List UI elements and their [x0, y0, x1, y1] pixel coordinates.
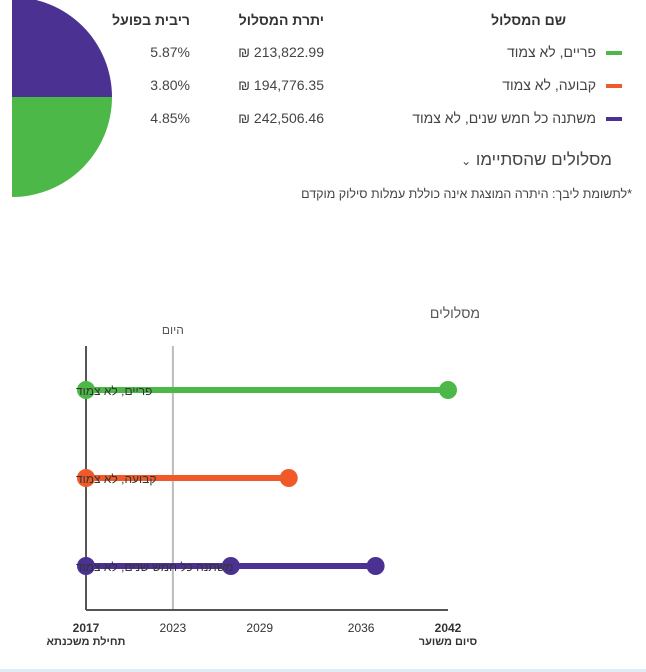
- x-tick-label: 2029: [246, 621, 273, 635]
- track-balance: 213,822.99 ₪: [238, 44, 324, 60]
- x-tick-sublabel: תחילת משכנתא: [47, 635, 126, 648]
- header-balance: יתרת המסלול: [238, 12, 324, 28]
- track-name: פריים, לא צמוד: [506, 44, 596, 60]
- series-point: [77, 381, 95, 399]
- early-repayment-note: *לתשומת ליבך: היתרה המוצגת אינה כוללת עמ…: [301, 187, 632, 201]
- track-rate: 5.87%: [150, 44, 190, 60]
- x-tick-sublabel: סיום משוער: [419, 636, 478, 648]
- finished-tracks-label: מסלולים שהסתיימו: [475, 150, 612, 169]
- series-label: קבועה, לא צמוד: [76, 472, 156, 486]
- series-point: [279, 469, 298, 487]
- bottom-scrollbar[interactable]: [0, 669, 646, 672]
- x-tick-label: 2036: [348, 621, 375, 635]
- track-color-swatch: [606, 84, 622, 88]
- finished-tracks-toggle[interactable]: מסלולים שהסתיימו ⌄: [461, 150, 612, 170]
- chart-title: מסלולים: [430, 305, 480, 321]
- track-color-swatch: [606, 51, 622, 55]
- today-label: היום: [162, 323, 184, 337]
- header-track-name: שם המסלול: [491, 12, 566, 28]
- series-point: [366, 557, 385, 575]
- track-rate: 4.85%: [150, 110, 190, 126]
- series-label: פריים, לא צמוד: [76, 384, 152, 398]
- series-point: [77, 469, 95, 487]
- series-point: [221, 557, 240, 575]
- header-rate: ריבית בפועל: [112, 12, 190, 28]
- pie-slice-green: [12, 97, 112, 197]
- series-point: [77, 557, 95, 575]
- chevron-down-icon: ⌄: [461, 154, 472, 168]
- track-name: משתנה כל חמש שנים, לא צמוד: [412, 110, 596, 126]
- pie-slice-purple: [12, 0, 112, 97]
- track-balance: 194,776.35 ₪: [238, 77, 324, 93]
- track-balance: 242,506.46 ₪: [238, 110, 324, 126]
- track-color-swatch: [606, 117, 622, 121]
- x-tick-label: 2023: [160, 621, 187, 635]
- x-tick-label: 2042: [435, 621, 462, 635]
- track-name: קבועה, לא צמוד: [502, 77, 596, 93]
- series-point: [439, 381, 457, 399]
- series-label: משתנה כל חמש שנים, לא צמוד: [76, 560, 234, 574]
- balance-pie-chart: [12, 0, 112, 197]
- track-rate: 3.80%: [150, 77, 190, 93]
- tracks-timeline-chart: מסלולים היום פריים, לא צמוד קבועה, לא צמוד מ…: [47, 305, 480, 648]
- x-tick-label: 2017: [73, 621, 100, 635]
